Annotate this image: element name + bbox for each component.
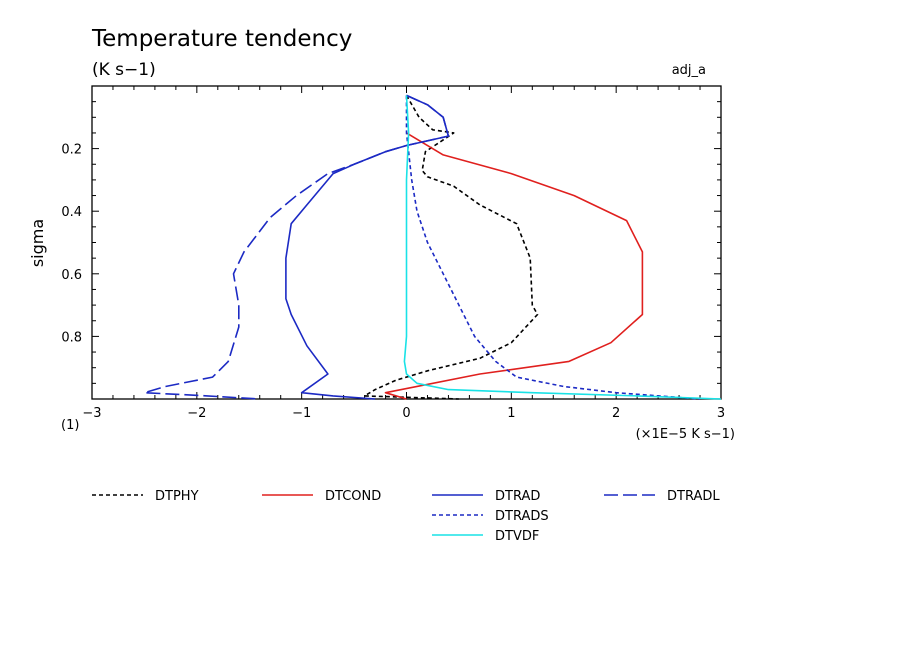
y-tick-label: 0.8 — [61, 330, 82, 345]
axes: −3 −2 −1 0 1 2 3 0.2 0.4 0.6 0.8 — [61, 85, 725, 421]
x-tick-label: −2 — [187, 406, 206, 421]
x-tick-label: −3 — [82, 406, 101, 421]
series-line-dtvdf — [403, 95, 722, 400]
corner-label: (1) — [61, 418, 79, 433]
series-line-dtphy — [363, 95, 539, 400]
chart-subtitle: (K s−1) — [92, 60, 156, 80]
legend-label-dtcond: DTCOND — [325, 489, 381, 504]
x-tick-label: 3 — [717, 406, 725, 421]
series-line-dtradl — [143, 94, 450, 400]
x-axis-label: (×1E−5 K s−1) — [636, 427, 735, 442]
legend-label-dtradl: DTRADL — [667, 489, 720, 504]
chart-title: Temperature tendency — [91, 26, 352, 52]
legend-label-dtphy: DTPHY — [155, 489, 199, 504]
legend: DTPHY DTCOND DTRAD DTRADL DTRADS DTVDF — [92, 489, 720, 544]
x-tick-label: 0 — [402, 406, 410, 421]
x-tick-label: −1 — [292, 406, 311, 421]
series-layer — [143, 94, 722, 400]
y-axis-label: sigma — [28, 219, 47, 267]
series-line-dtcond — [384, 132, 644, 400]
legend-label-dtvdf: DTVDF — [495, 529, 539, 544]
legend-label-dtrads: DTRADS — [495, 509, 549, 524]
series-line-dtrads — [405, 95, 701, 400]
x-tick-label: 1 — [507, 406, 515, 421]
chart-tag: adj_a — [672, 63, 706, 78]
y-tick-label: 0.6 — [61, 268, 82, 283]
x-tick-label: 2 — [612, 406, 620, 421]
y-tick-label: 0.2 — [61, 143, 82, 158]
y-tick-label: 0.4 — [61, 205, 82, 220]
legend-label-dtrad: DTRAD — [495, 489, 540, 504]
